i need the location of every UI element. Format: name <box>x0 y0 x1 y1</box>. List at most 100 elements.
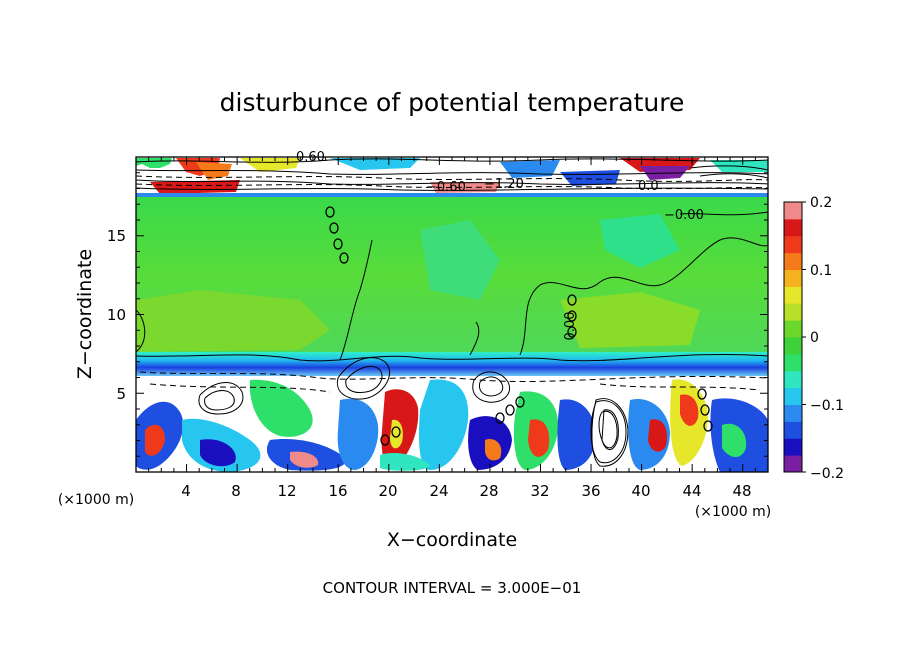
vortex-ring <box>697 388 707 400</box>
neutral-patch <box>136 290 330 352</box>
vortex-ring <box>380 434 390 446</box>
contour-line <box>590 400 627 464</box>
colorbar-swatch <box>784 235 802 254</box>
colorbar-swatch <box>784 387 802 405</box>
contour-line <box>336 357 391 400</box>
contour-line <box>679 211 768 216</box>
vortex-ring <box>567 294 577 306</box>
contour-line <box>469 321 480 356</box>
colorbar-swatch <box>784 286 802 304</box>
eddy <box>290 451 319 468</box>
colorbar-tick-label: 0.1 <box>810 263 832 279</box>
x-tick-label: 8 <box>231 482 241 500</box>
contour-line <box>598 410 618 449</box>
colorbar-swatch <box>784 218 802 237</box>
contour-line <box>345 365 383 393</box>
y-tick-label: 10 <box>107 306 126 324</box>
x-tick-label: 36 <box>581 482 600 500</box>
eddy <box>145 424 165 456</box>
eddy <box>680 394 699 426</box>
x-tick-label: 4 <box>181 482 191 500</box>
contour-line <box>479 376 504 397</box>
colorbar-swatch <box>784 438 802 456</box>
upper-band-edge <box>136 193 768 197</box>
upper-band-patch <box>330 158 420 170</box>
contour-label: 0.00 <box>563 312 578 341</box>
x-axis <box>148 157 756 472</box>
x-tick-labels: 4 8 12 16 20 24 28 32 36 40 44 48 <box>181 482 751 500</box>
x-axis-title: X−coordinate <box>387 529 517 551</box>
colorbar-swatch <box>784 303 802 321</box>
eddy <box>722 423 747 457</box>
contour-line <box>149 383 331 393</box>
vortex-ring <box>505 404 515 416</box>
vortex-ring <box>700 404 710 416</box>
colorbar-swatch <box>784 455 802 473</box>
plot-area <box>136 157 768 472</box>
contour-line <box>136 309 146 353</box>
colorbar <box>783 201 806 473</box>
x-tick-label: 20 <box>378 482 397 500</box>
contour-line <box>689 165 768 171</box>
x-unit-label: (×1000 m) <box>695 504 771 520</box>
contour-line <box>204 390 235 411</box>
upper-band-patch <box>136 158 172 168</box>
negative-layer <box>136 352 768 376</box>
x-tick-label: 16 <box>328 482 347 500</box>
eddy <box>557 399 596 470</box>
contour-line <box>198 382 244 415</box>
colorbar-swatch <box>784 421 802 439</box>
colorbar-tick-label: −0.1 <box>810 398 844 414</box>
vortex-ring <box>515 396 525 408</box>
y-axis-title: Z−coordinate <box>74 249 96 379</box>
eddy <box>380 453 430 471</box>
vortex-ring <box>329 222 339 234</box>
dashed-contours <box>136 175 768 190</box>
contour-line <box>136 183 768 190</box>
eddy <box>390 419 403 449</box>
x-tick-label: 40 <box>631 482 650 500</box>
colorbar-swatch <box>784 202 802 220</box>
colorbar-tick-labels: 0.2 0.1 0 −0.1 −0.2 <box>810 195 844 482</box>
eddy <box>419 379 469 470</box>
x-tick-label: 48 <box>732 482 751 500</box>
contour-line <box>136 179 768 185</box>
colorbar-swatch <box>784 353 802 372</box>
contour-line <box>136 353 768 362</box>
y-axis <box>136 172 768 457</box>
chart-title: disturbunce of potential temperature <box>220 88 685 117</box>
contour-label: 0.0 <box>638 179 659 194</box>
x-tick-label: 12 <box>277 482 296 500</box>
vortex-chains <box>325 206 713 446</box>
vortex-ring <box>567 326 577 338</box>
y-tick-label: 5 <box>116 385 126 403</box>
colorbar-swatch <box>784 370 802 389</box>
contour-label: −0.60 <box>426 180 466 195</box>
eddy <box>528 419 550 457</box>
vortex-ring <box>339 252 349 264</box>
contour-line <box>699 173 768 179</box>
eddy <box>337 398 379 470</box>
contour-line <box>139 371 768 383</box>
y-tick-label: 15 <box>107 227 126 245</box>
eddy <box>200 439 236 467</box>
x-tick-label: 28 <box>479 482 498 500</box>
contour-line <box>136 169 768 175</box>
contour-line <box>339 239 373 361</box>
contour-line <box>519 237 768 356</box>
y-tick-labels: 5 10 15 <box>107 227 126 403</box>
vortex-ring <box>495 412 505 424</box>
vortex-ring <box>391 426 401 438</box>
colorbar-swatch <box>784 320 802 338</box>
vortex-ring <box>567 310 577 322</box>
colorbar-swatch <box>784 337 802 355</box>
contour-line <box>136 175 768 182</box>
vortex-ring <box>703 420 713 432</box>
upper-band-patch <box>240 158 300 172</box>
x-tick-label: 24 <box>429 482 448 500</box>
colorbar-swatch <box>784 404 802 422</box>
neutral-patch <box>600 214 680 268</box>
colorbar-tick-label: −0.2 <box>810 466 844 482</box>
eddy <box>648 419 668 452</box>
